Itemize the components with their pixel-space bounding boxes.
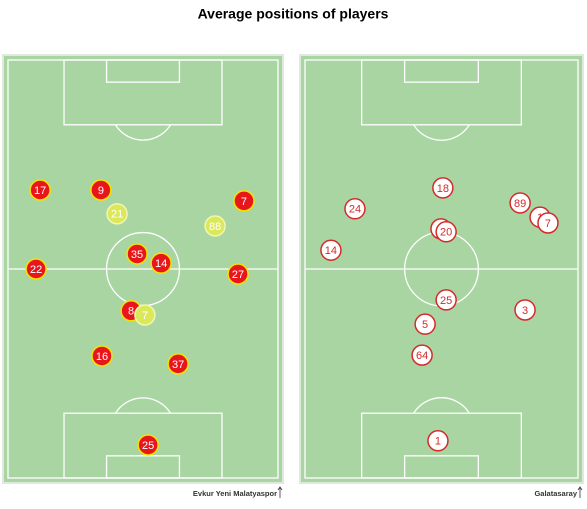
player-number: 14 (155, 258, 167, 270)
player-number: 25 (142, 440, 154, 452)
direction-arrow (277, 486, 283, 498)
player-marker (126, 243, 148, 265)
player-marker (514, 299, 536, 321)
player-number: 1 (435, 436, 441, 448)
team-caption: Galatasaray (534, 489, 577, 498)
player-marker (150, 252, 172, 274)
player-number: 7 (142, 310, 148, 322)
player-marker (204, 215, 226, 237)
player-number: 7 (545, 218, 551, 230)
player-marker (25, 258, 47, 280)
player-number: 22 (30, 264, 42, 276)
player-marker (90, 179, 112, 201)
player-marker (509, 192, 531, 214)
penalty-arc (114, 397, 172, 414)
player-marker (227, 263, 249, 285)
player-number: 27 (232, 269, 244, 281)
player-number: 88 (209, 221, 221, 233)
player-marker (320, 239, 342, 261)
player-number: 25 (440, 295, 452, 307)
penalty-arc (114, 124, 172, 141)
player-number: 21 (111, 209, 123, 221)
player-marker (91, 345, 113, 367)
player-number: 89 (514, 198, 526, 210)
player-marker (167, 353, 189, 375)
goal-area (105, 455, 181, 479)
player-marker (411, 344, 433, 366)
player-number: 7 (241, 196, 247, 208)
player-number: 64 (416, 350, 428, 362)
goal-area (403, 59, 480, 83)
direction-arrow (577, 486, 583, 498)
player-marker (29, 179, 51, 201)
player-marker (414, 313, 436, 335)
player-marker (134, 304, 156, 326)
player-number: 18 (437, 183, 449, 195)
player-marker (537, 212, 559, 234)
player-number: 9 (98, 185, 104, 197)
player-marker (435, 221, 457, 243)
player-number: 37 (172, 359, 184, 371)
player-number: 17 (34, 185, 46, 197)
player-number: 16 (96, 351, 108, 363)
player-marker (435, 289, 457, 311)
player-marker (344, 198, 366, 220)
penalty-arc (413, 397, 470, 414)
player-number: 35 (131, 249, 143, 261)
player-number: 5 (422, 319, 428, 331)
team-caption: Evkur Yeni Malatyaspor (193, 489, 277, 498)
pitch-markings (7, 59, 279, 479)
player-number: 24 (349, 204, 361, 216)
player-marker (432, 177, 454, 199)
player-number: 3 (522, 305, 528, 317)
player-number: 8 (128, 306, 134, 318)
player-marker (233, 190, 255, 212)
player-number: 20 (440, 227, 452, 239)
player-marker (106, 203, 128, 225)
player-marker (427, 430, 449, 452)
player-marker (137, 434, 159, 456)
goal-area (403, 455, 480, 479)
penalty-arc (413, 124, 470, 141)
goal-area (105, 59, 181, 83)
title: Average positions of players (198, 6, 389, 22)
player-number: 14 (325, 245, 337, 257)
